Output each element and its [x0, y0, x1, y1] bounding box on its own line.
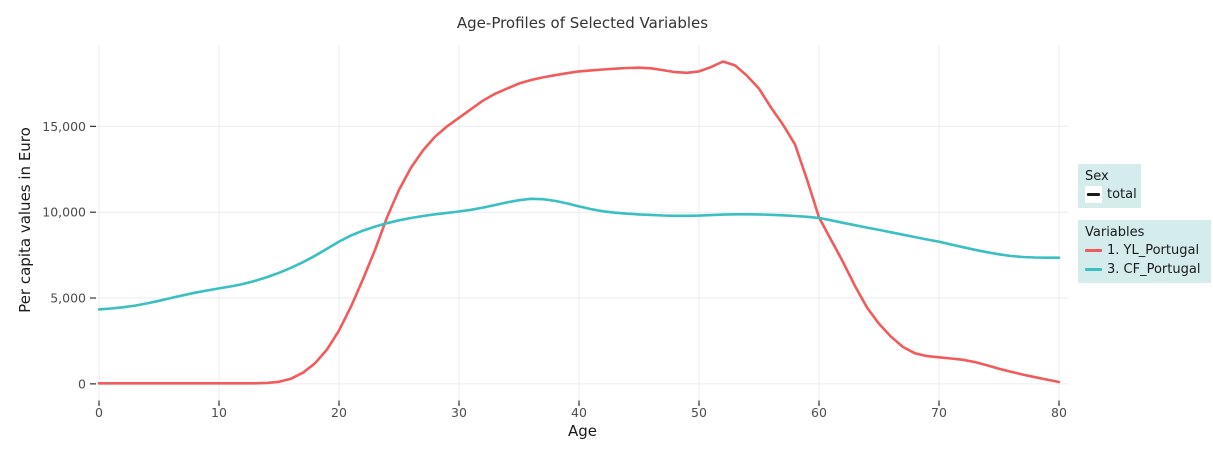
legend-key-line — [1085, 249, 1102, 252]
legend-title: Sex — [1085, 169, 1109, 184]
legend-item-label: 1. YL_Portugal — [1107, 243, 1200, 258]
legend-item: total — [1085, 185, 1137, 204]
legend-key-swatch — [1085, 242, 1102, 259]
legend-variables: Variables 1. YL_Portugal 3. CF_Portugal — [1078, 220, 1211, 283]
x-tick-label: 20 — [331, 405, 347, 420]
x-tick-label: 30 — [451, 405, 467, 420]
y-tick-label: 5,000 — [50, 291, 86, 306]
legend-key-line — [1087, 193, 1100, 196]
x-tick-label: 40 — [571, 405, 587, 420]
x-tick-label: 10 — [211, 405, 227, 420]
legend-key-swatch — [1085, 261, 1102, 278]
legend-sex: Sex total — [1078, 164, 1141, 208]
y-tick-label: 15,000 — [42, 119, 86, 134]
x-tick-label: 80 — [1051, 405, 1067, 420]
legend-item-label: total — [1107, 187, 1137, 202]
legend-item: 3. CF_Portugal — [1085, 260, 1204, 279]
x-tick-label: 50 — [691, 405, 707, 420]
x-tick-label: 0 — [95, 405, 103, 420]
x-tick-label: 70 — [931, 405, 947, 420]
y-tick-label: 10,000 — [42, 205, 86, 220]
chart-title: Age-Profiles of Selected Variables — [456, 14, 709, 32]
y-tick-label: 0 — [78, 376, 86, 391]
legend-key-line — [1085, 268, 1102, 271]
x-axis-title: Age — [567, 422, 597, 440]
x-tick-label: 60 — [811, 405, 827, 420]
legend-item: 1. YL_Portugal — [1085, 241, 1204, 260]
legend-title: Variables — [1085, 225, 1145, 240]
legend-item-label: 3. CF_Portugal — [1107, 262, 1201, 277]
plot-panel — [96, 45, 1068, 400]
series-line-3-cf-portugal — [97, 197, 1061, 311]
legend-key-swatch — [1085, 186, 1102, 203]
series-line-1-yl-portugal — [97, 60, 1061, 385]
